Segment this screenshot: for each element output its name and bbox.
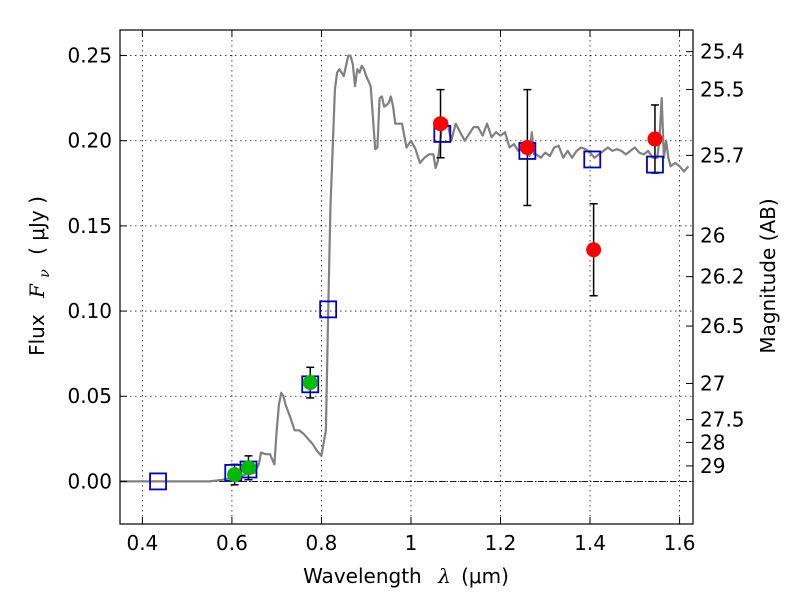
model-photometry-layer bbox=[149, 125, 664, 491]
x-tick-label-5: 1.4 bbox=[574, 531, 606, 555]
model-phot-square-8 bbox=[646, 155, 664, 174]
y2-tick-label-6: 27 bbox=[700, 371, 725, 395]
hst-point-2 bbox=[586, 242, 602, 258]
observed-photometry-layer bbox=[227, 116, 663, 483]
y2-tick-label-0: 25.4 bbox=[700, 40, 745, 64]
x-tick-label-4: 1.2 bbox=[485, 531, 517, 555]
y-tick-label-5: 0.25 bbox=[67, 44, 112, 68]
y-tick-label-3: 0.15 bbox=[67, 214, 112, 238]
y-axis-label: Flux bbox=[25, 314, 49, 356]
hst-point-1 bbox=[519, 140, 535, 156]
ground-point-1 bbox=[240, 460, 256, 476]
y-tick-label-1: 0.05 bbox=[67, 384, 112, 408]
x-axis-title: Wavelength λ (μm) bbox=[303, 564, 509, 588]
y-axis-subscript: ν bbox=[37, 269, 53, 278]
y2-tick-label-9: 29 bbox=[700, 454, 725, 478]
model-phot-square-0 bbox=[149, 472, 167, 491]
x-axis-label: Wavelength bbox=[303, 564, 422, 588]
model-spectrum-layer bbox=[120, 54, 690, 483]
y2-tick-label-7: 27.5 bbox=[700, 408, 745, 432]
ticks: 0.4 0.6 0.8 1 1.2 1.4 1.6 0.00 0.05 0.10 0.15 0.20 0… bbox=[67, 30, 745, 555]
y2-tick-label-1: 25.5 bbox=[700, 77, 745, 101]
plot-area bbox=[120, 30, 693, 524]
ground-point-0 bbox=[227, 467, 243, 483]
x-tick-label-1: 0.6 bbox=[216, 531, 248, 555]
y2-tick-label-5: 26.5 bbox=[700, 314, 745, 338]
y-tick-label-2: 0.10 bbox=[67, 299, 112, 323]
hst-point-0 bbox=[433, 116, 449, 132]
y-axis-title: Flux F ν ( μJy ) bbox=[25, 196, 54, 356]
y2-axis-title: Magnitude (AB) bbox=[756, 198, 780, 353]
x-tick-label-3: 1 bbox=[405, 531, 418, 555]
model-spectrum-line bbox=[120, 54, 690, 483]
y-tick-label-0: 0.00 bbox=[67, 469, 112, 493]
ground-point-2 bbox=[302, 375, 318, 391]
y2-tick-label-8: 28 bbox=[700, 430, 725, 454]
hst-point-3 bbox=[647, 131, 663, 147]
y-axis-symbol: F bbox=[25, 283, 49, 299]
model-phot-square-4 bbox=[319, 300, 338, 319]
x-axis-symbol: λ bbox=[437, 564, 451, 588]
x-tick-label-6: 1.6 bbox=[664, 531, 696, 555]
y2-tick-label-3: 26 bbox=[700, 223, 725, 247]
y-tick-label-4: 0.20 bbox=[67, 129, 112, 153]
x-tick-label-0: 0.4 bbox=[126, 531, 158, 555]
y2-tick-label-4: 26.2 bbox=[700, 265, 745, 289]
x-tick-label-2: 0.8 bbox=[306, 531, 338, 555]
y-axis-unit: ( μJy ) bbox=[25, 196, 49, 255]
x-axis-unit: (μm) bbox=[461, 564, 509, 588]
model-phot-square-7 bbox=[583, 150, 602, 169]
y2-tick-label-2: 25.7 bbox=[700, 143, 745, 167]
